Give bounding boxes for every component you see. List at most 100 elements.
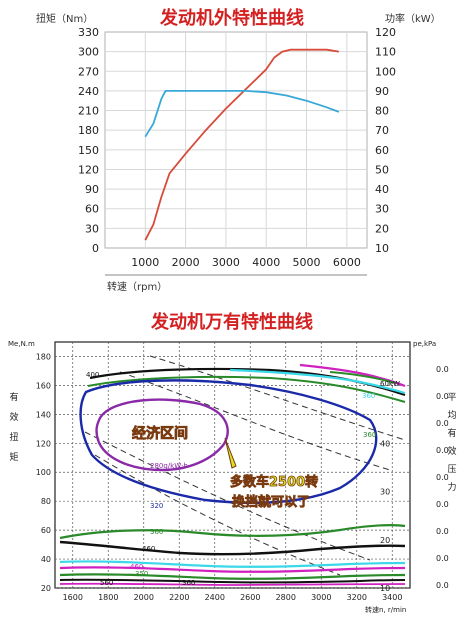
callout-text-line-1: 多数车2500转	[230, 474, 318, 490]
right-column-value: 0.0	[436, 581, 449, 590]
top-y-tick-label: 240	[78, 85, 99, 98]
right-side-char: 有	[447, 427, 456, 439]
bottom-y2-tick-label: 40	[380, 439, 390, 448]
bottom-y-tick-label: 180	[36, 352, 51, 361]
bottom-right-top-label: pe,kPa	[413, 340, 436, 348]
callout-arrow	[224, 437, 237, 469]
top-y2-tick-label: 80	[375, 105, 389, 118]
contour-ref-dashed-1	[84, 431, 371, 561]
bottom-y2-tick-label: 30	[380, 488, 390, 497]
contour-labels: 60kW 400 360 280g/kW·h 320 360 460 460 3…	[86, 371, 400, 587]
top-y-tick-label: 60	[85, 203, 99, 216]
bottom-left-top-label: Me,N.m	[8, 340, 35, 348]
right-side-char: 平	[447, 392, 456, 403]
top-y2-tick-label: 70	[375, 124, 389, 137]
right-side-char: 均	[447, 409, 456, 421]
contour-ref-dashed-2	[94, 454, 341, 576]
bottom-right-column-values: 0.0 0.0 0.0 0.0 0.0 0.0 0.0 0.0 0.0	[436, 365, 449, 590]
top-y2-tick-label: 20	[375, 222, 389, 235]
top-y-tick-label: 300	[78, 46, 99, 59]
right-side-char: 压	[447, 464, 456, 475]
top-y-tick-label: 0	[92, 242, 99, 255]
contour-label-6: 460	[142, 545, 155, 553]
bottom-y-tick-label: 80	[41, 497, 51, 506]
contour-label-9: 360	[362, 392, 375, 400]
top-series-red-curve	[144, 48, 339, 241]
bottom-y-tick-label: 100	[36, 468, 51, 477]
right-column-value: 0.0	[436, 527, 449, 536]
top-x-tick-label: 1000	[131, 256, 159, 269]
contour-magenta-bottom	[59, 582, 406, 586]
top-y2-tick-label: 90	[375, 85, 389, 98]
bottom-y2-tick-label: 20	[380, 536, 390, 545]
top-y-tick-label: 270	[78, 65, 99, 78]
contour-top-green	[87, 375, 406, 403]
right-column-value: 0.0	[436, 419, 449, 428]
contour-lines	[59, 355, 406, 586]
right-column-value: 0.0	[436, 446, 449, 455]
bottom-y-tick-label: 140	[36, 410, 51, 419]
top-left-axis-label: 扭矩（Nm）	[36, 12, 93, 25]
bottom-tick-labels: 1600 1800 2000 2200 2400 2600 2800 3000 3200 3400…	[36, 352, 403, 602]
top-x-tick-label: 4000	[252, 256, 280, 269]
top-y2-tick-label: 60	[375, 144, 389, 157]
contour-label-1: 400	[86, 371, 99, 379]
contour-label-4: 320	[150, 502, 163, 510]
contour-label-3: 280g/kW·h	[150, 462, 188, 470]
contour-blue-outer	[79, 379, 378, 505]
top-y-tick-label: 210	[78, 105, 99, 118]
bottom-x-tick-label: 2400	[205, 593, 225, 602]
contour-magenta-low	[59, 566, 406, 573]
bottom-x-axis-label: 转速n, r/min	[365, 605, 406, 614]
bottom-x-tick-label: 3200	[347, 593, 367, 602]
bottom-x-tick-label: 2800	[276, 593, 296, 602]
top-y2-tick-label: 120	[375, 26, 396, 39]
contour-cyan-low	[59, 560, 406, 568]
contour-label-2: 360	[363, 431, 376, 439]
contour-top-cyan	[229, 368, 406, 395]
left-side-char: 效	[9, 411, 18, 423]
top-plot-area	[104, 31, 368, 249]
top-y2-tick-label: 50	[375, 163, 389, 176]
callout-text-line-2: 换挡就可以了	[232, 494, 310, 510]
bottom-y-tick-label: 160	[36, 381, 51, 390]
contour-green-mid	[59, 524, 406, 540]
right-column-value: 0.0	[436, 473, 449, 482]
top-x-tick-label: 6000	[333, 256, 361, 269]
economic-zone-label: 经济区间	[132, 425, 188, 442]
top-y2-tick-label: 30	[375, 203, 389, 216]
bottom-chart-title: 发动机万有特性曲线	[150, 311, 313, 333]
contour-black-bottom	[59, 578, 406, 584]
top-y-tick-label: 180	[78, 124, 99, 137]
top-tick-labels: 0 30 60 90 120 150 180 210 240 270 300 330 10 20 30 40 5…	[78, 26, 396, 269]
top-y2-tick-label: 40	[375, 183, 389, 196]
right-column-value: 0.0	[436, 500, 449, 509]
bottom-x-tick-label: 3400	[382, 593, 402, 602]
contour-green-low	[59, 573, 406, 580]
right-side-char: 力	[447, 481, 456, 493]
right-column-value: 0.0	[436, 554, 449, 563]
top-y-tick-label: 150	[78, 144, 99, 157]
top-y-tick-label: 330	[78, 26, 99, 39]
right-column-value: 0.0	[436, 365, 449, 374]
top-series-blue-curve	[144, 90, 340, 138]
contour-ref-dashed-3	[119, 371, 391, 471]
bottom-x-tick-label: 2000	[134, 593, 154, 602]
left-side-char: 矩	[9, 451, 18, 463]
top-y-tick-label: 90	[85, 183, 99, 196]
top-y2-tick-label: 110	[375, 46, 396, 59]
top-x-tick-label: 2000	[172, 256, 200, 269]
top-y2-tick-label: 10	[375, 242, 389, 255]
bottom-x-tick-label: 1800	[98, 593, 118, 602]
bottom-y-tick-label: 40	[41, 555, 51, 564]
contour-label-5: 360	[150, 528, 163, 536]
bottom-y-tick-label: 60	[41, 526, 51, 535]
contour-purple-inner	[95, 398, 229, 472]
top-right-axis-label: 功率（kW）	[385, 12, 441, 25]
right-column-value: 0.0	[436, 392, 449, 401]
right-side-char: 效	[447, 445, 456, 457]
contour-top-magenta	[299, 363, 406, 388]
top-x-tick-label: 3000	[212, 256, 240, 269]
